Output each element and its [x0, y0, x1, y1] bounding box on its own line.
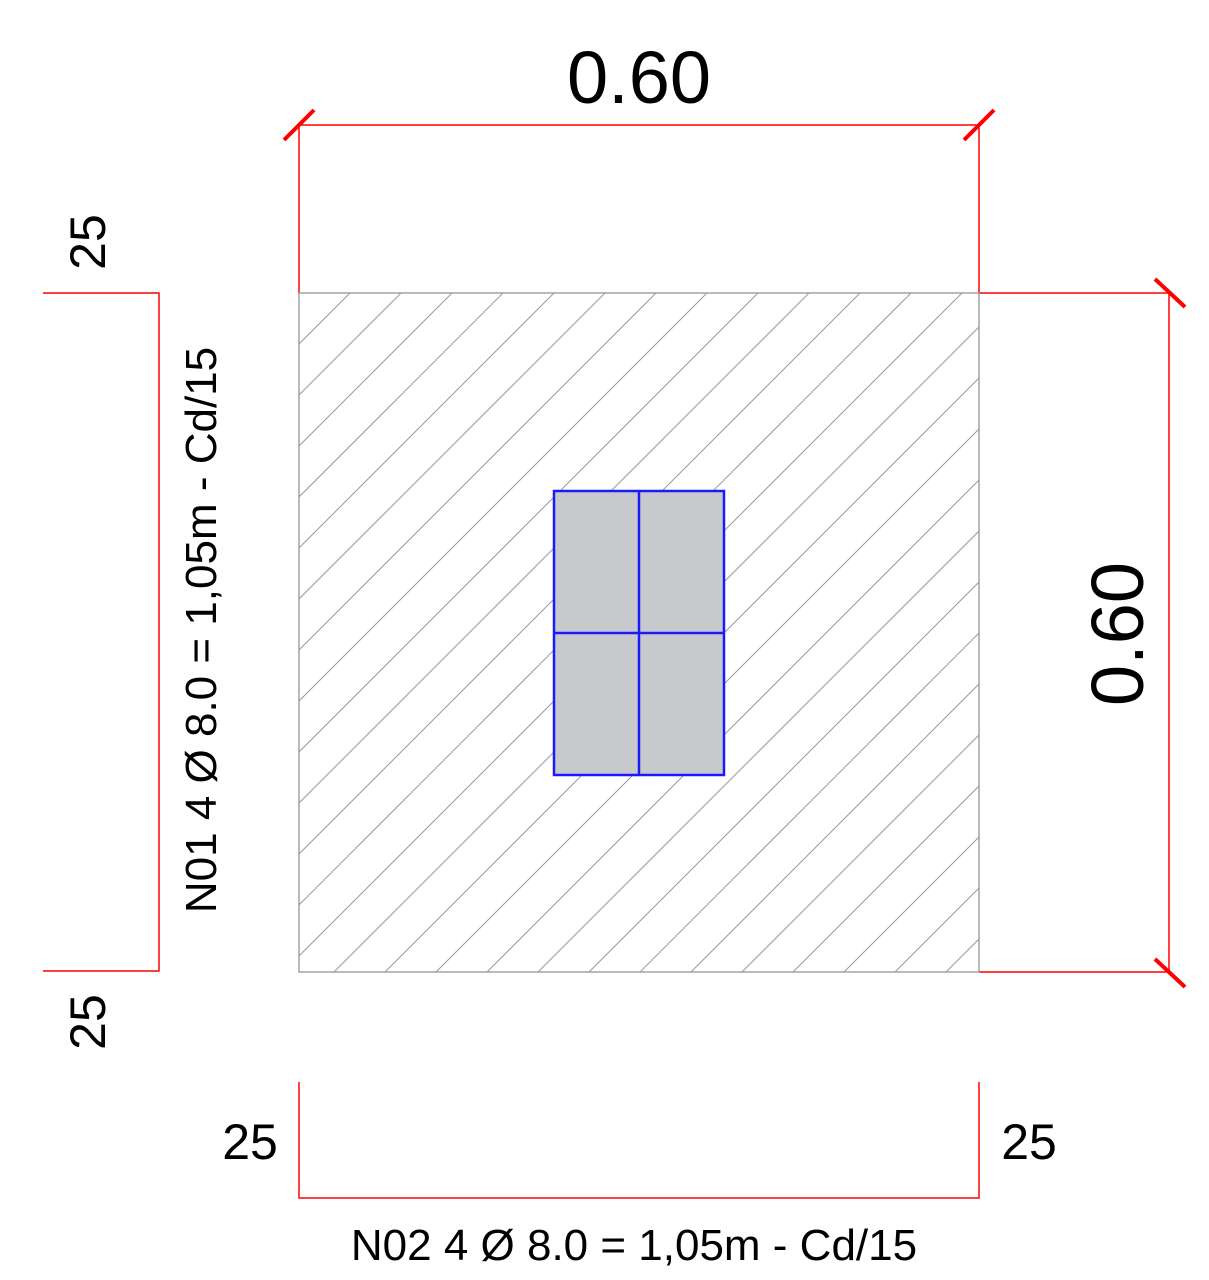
hatch-line: [792, 785, 979, 972]
hatch-line: [299, 293, 606, 600]
bar-n02-shape: [298, 1082, 980, 1199]
bar-n02-hook-right: 25: [1001, 1114, 1057, 1170]
top-dimension-tick-right: [962, 108, 996, 142]
bar-n02: 25 25 N02 4 Ø 8.0 = 1,05m - Cd/15: [222, 1082, 1057, 1270]
column-section: [552, 489, 726, 777]
top-dimension-value: 0.60: [567, 36, 711, 119]
footing-border: [298, 292, 980, 973]
hatch-line: [299, 293, 351, 345]
hatch-line: [690, 683, 979, 972]
hatch-line: [299, 293, 453, 447]
bar-n02-hook-left: 25: [222, 1114, 278, 1170]
hatch-line: [537, 530, 979, 972]
right-dimension-tick-bottom: [1153, 957, 1187, 989]
right-dimension-tick-top: [1153, 277, 1187, 309]
hatch-line: [299, 293, 555, 549]
footing: [298, 292, 980, 973]
hatch-line: [741, 734, 979, 972]
hatch-line: [435, 428, 979, 972]
top-dimension-tick-left: [282, 108, 316, 142]
hatch-line: [299, 293, 708, 702]
top-dimension: 0.60: [282, 36, 996, 293]
hatch-line: [299, 293, 759, 753]
hatch-line: [299, 293, 810, 804]
bar-n01-label: N01 4 Ø 8.0 = 1,05m - Cd/15: [177, 347, 226, 913]
bar-n01-shape: [43, 292, 160, 972]
hatch-line: [639, 632, 979, 972]
hatch-line: [299, 293, 504, 498]
bar-n02-label: N02 4 Ø 8.0 = 1,05m - Cd/15: [351, 1221, 917, 1270]
hatch-line: [588, 581, 979, 972]
right-dimension: 0.60: [979, 277, 1187, 989]
bar-n01-hook-top: 25: [60, 214, 116, 270]
hatch-line: [843, 836, 979, 972]
right-dimension-value: 0.60: [1076, 562, 1159, 706]
hatch-line: [299, 293, 300, 294]
hatch-line: [486, 479, 979, 972]
hatch-line: [299, 293, 657, 651]
footing-hatch: [299, 293, 979, 972]
bar-n01-hook-bottom: 25: [60, 994, 116, 1050]
hatch-line: [299, 293, 861, 855]
bar-n01: 25 25 N01 4 Ø 8.0 = 1,05m - Cd/15: [43, 214, 226, 1050]
